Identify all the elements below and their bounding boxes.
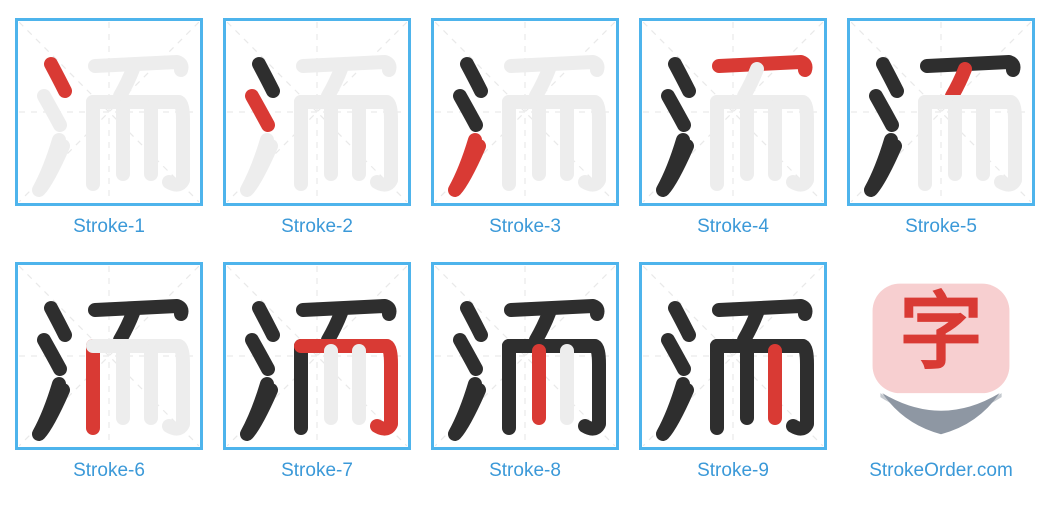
stroke-frame: Stroke-8	[429, 262, 621, 482]
stroke-1	[51, 308, 65, 335]
stroke-5	[328, 69, 341, 96]
stroke-5	[120, 313, 133, 340]
stroke-3	[39, 384, 63, 434]
stroke-2	[668, 96, 684, 125]
stroke-7	[93, 102, 183, 185]
stroke-5	[744, 313, 757, 340]
stroke-1	[259, 308, 273, 335]
stroke-caption: Stroke-4	[697, 216, 769, 238]
character-strokes	[455, 62, 599, 190]
stroke-frame: Stroke-4	[637, 18, 829, 238]
logo-caption: StrokeOrder.com	[869, 460, 1013, 482]
stroke-2	[44, 96, 60, 125]
stroke-2	[668, 340, 684, 369]
character-strokes	[39, 306, 183, 434]
stroke-tile	[15, 18, 203, 206]
stroke-5	[952, 69, 965, 96]
character-strokes	[871, 62, 1015, 190]
stroke-5	[328, 313, 341, 340]
character-strokes	[455, 306, 599, 434]
stroke-tile	[223, 262, 411, 450]
stroke-frame: Stroke-5	[845, 18, 1037, 238]
character-strokes	[247, 62, 391, 190]
logo-tile: 字	[847, 262, 1035, 450]
stroke-frame: Stroke-1	[13, 18, 205, 238]
character-svg	[19, 22, 199, 202]
stroke-3	[247, 140, 271, 190]
stroke-5	[536, 69, 549, 96]
stroke-frame: Stroke-7	[221, 262, 413, 482]
stroke-1	[675, 64, 689, 91]
stroke-3	[663, 140, 687, 190]
stroke-1	[259, 64, 273, 91]
stroke-frame: Stroke-3	[429, 18, 621, 238]
stroke-2	[460, 340, 476, 369]
stroke-2	[252, 96, 268, 125]
stroke-caption: Stroke-2	[281, 216, 353, 238]
logo-svg: 字	[853, 268, 1029, 444]
character-svg	[435, 22, 615, 202]
stroke-caption: Stroke-8	[489, 460, 561, 482]
logo-cell: 字 StrokeOrder.com	[845, 262, 1037, 482]
stroke-5	[120, 69, 133, 96]
stroke-2	[460, 96, 476, 125]
stroke-caption: Stroke-1	[73, 216, 145, 238]
stroke-3	[871, 140, 895, 190]
stroke-2	[44, 340, 60, 369]
stroke-1	[467, 308, 481, 335]
stroke-3	[663, 384, 687, 434]
character-svg	[19, 266, 199, 446]
stroke-tile	[431, 18, 619, 206]
stroke-tile	[431, 262, 619, 450]
stroke-frame: Stroke-9	[637, 262, 829, 482]
stroke-7	[717, 102, 807, 185]
stroke-7	[509, 346, 599, 429]
stroke-7	[717, 346, 807, 429]
stroke-5	[536, 313, 549, 340]
stroke-tile	[639, 262, 827, 450]
stroke-7	[93, 346, 183, 429]
stroke-tile	[639, 18, 827, 206]
logo-tip	[882, 393, 999, 434]
character-svg	[435, 266, 615, 446]
stroke-2	[252, 340, 268, 369]
stroke-1	[675, 308, 689, 335]
character-strokes	[247, 306, 391, 434]
stroke-caption: Stroke-5	[905, 216, 977, 238]
stroke-caption: Stroke-7	[281, 460, 353, 482]
stroke-caption: Stroke-6	[73, 460, 145, 482]
stroke-1	[467, 64, 481, 91]
stroke-7	[509, 102, 599, 185]
character-svg	[227, 266, 407, 446]
stroke-7	[925, 102, 1015, 185]
stroke-5	[744, 69, 757, 96]
stroke-3	[455, 140, 479, 190]
character-strokes	[663, 62, 807, 190]
logo-glyph: 字	[899, 287, 983, 380]
stroke-tile	[15, 262, 203, 450]
stroke-1	[883, 64, 897, 91]
stroke-frame: Stroke-6	[13, 262, 205, 482]
stroke-7	[301, 102, 391, 185]
stroke-caption: Stroke-3	[489, 216, 561, 238]
character-svg	[643, 266, 823, 446]
stroke-tile	[223, 18, 411, 206]
character-svg	[851, 22, 1031, 202]
stroke-tile	[847, 18, 1035, 206]
character-svg	[227, 22, 407, 202]
stroke-order-grid: Stroke-1 Stroke-2 Stroke-3	[8, 18, 1042, 482]
stroke-2	[876, 96, 892, 125]
stroke-7	[301, 346, 391, 429]
stroke-frame: Stroke-2	[221, 18, 413, 238]
stroke-caption: Stroke-9	[697, 460, 769, 482]
stroke-3	[247, 384, 271, 434]
stroke-3	[39, 140, 63, 190]
stroke-3	[455, 384, 479, 434]
character-svg	[643, 22, 823, 202]
character-strokes	[663, 306, 807, 434]
character-strokes	[39, 62, 183, 190]
stroke-1	[51, 64, 65, 91]
